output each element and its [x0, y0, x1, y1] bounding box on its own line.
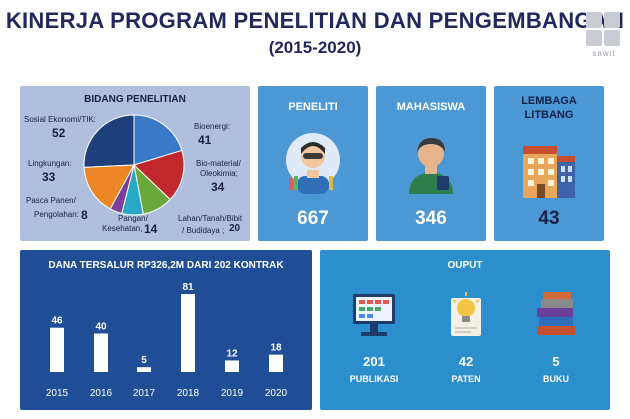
bar-value-2019: 12: [226, 348, 238, 359]
bar-2019: [225, 360, 239, 372]
buku-value: 5: [552, 354, 560, 369]
output-publikasi: 201 PUBLIKASI: [334, 286, 414, 406]
dana-title: DANA TERSALUR RP326,2M DARI 202 KONTRAK: [48, 260, 284, 271]
bar-2016: [94, 333, 108, 372]
bar-2015: [50, 327, 64, 372]
bar-value-2015: 46: [51, 316, 63, 327]
publikasi-label: PUBLIKASI: [349, 374, 399, 384]
bidang-penelitian-card: BIDANG PENELITIAN Sosial Ekonomi/TIK: 52…: [20, 86, 250, 241]
label-kesehatan: Kesehatan,: [102, 224, 143, 233]
bar-value-2017: 5: [141, 355, 147, 366]
value-bioenergi: 41: [198, 133, 212, 147]
student-icon: [409, 138, 453, 194]
bar-2020: [269, 354, 283, 372]
lembaga-card: LEMBAGA LITBANG 43: [494, 86, 604, 241]
bidang-title: BIDANG PENELITIAN: [84, 94, 186, 105]
bidang-pie-chart: [83, 114, 185, 216]
output-buku: 5 BUKU: [516, 286, 596, 406]
peneliti-card: PENELITI 667: [258, 86, 368, 241]
page-title: KINERJA PROGRAM PENELITIAN DAN PENGEMBAN…: [5, 8, 625, 33]
lembaga-label: LEMBAGA LITBANG: [494, 94, 604, 122]
publikasi-value: 201: [363, 354, 385, 369]
bar-2017: [137, 367, 151, 372]
mahasiswa-card: MAHASISWA 346: [376, 86, 486, 241]
label-lahan-1: Lahan/Tanah/Bibit: [178, 214, 243, 223]
output-card: OUPUT 201 PUBLIKASI 42 PATEN: [320, 250, 610, 410]
bar-value-2016: 40: [95, 321, 107, 332]
label-lingkungan: Lingkungan:: [28, 159, 72, 168]
value-sosial: 52: [52, 126, 66, 140]
value-lahan: 20: [229, 223, 241, 234]
x-tick-2018: 2018: [177, 388, 200, 399]
value-lingkungan: 33: [42, 170, 56, 184]
logo-text: sawit: [592, 49, 616, 58]
dana-card: DANA TERSALUR RP326,2M DARI 202 KONTRAK …: [20, 250, 312, 410]
x-tick-2020: 2020: [265, 388, 288, 399]
mahasiswa-value: 346: [415, 208, 447, 229]
value-pascapanen: 8: [81, 208, 88, 222]
computer-icon: [353, 294, 395, 336]
books-icon: [537, 292, 575, 335]
mahasiswa-label: MAHASISWA: [396, 101, 466, 113]
output-paten: 42 PATEN: [426, 286, 506, 406]
label-sosial: Sosial Ekonomi/TIK:: [24, 115, 97, 124]
bar-value-2020: 18: [270, 343, 282, 354]
building-icon: [523, 146, 575, 198]
pie-slice-lingkungan: [83, 164, 135, 210]
lembaga-label-line1: LEMBAGA: [521, 95, 577, 107]
label-pangan: Pangan/: [118, 214, 148, 223]
label-lahan-2: / Budidaya ;: [182, 226, 225, 235]
lightbulb-icon: [451, 292, 481, 336]
pie-slice-sosial-ekonomi-tik: [83, 114, 135, 168]
label-pascapanen-2: Pengolahan:: [34, 210, 79, 219]
label-biomaterial-2: Oleokimia;: [200, 169, 238, 178]
value-biomaterial: 34: [211, 180, 225, 194]
sawit-logo: sawit: [586, 12, 622, 60]
lembaga-label-line2: LITBANG: [524, 109, 574, 121]
paten-label: PATEN: [451, 374, 481, 384]
lembaga-value: 43: [538, 208, 560, 229]
label-bioenergi: Bioenergi:: [194, 122, 231, 131]
scientist-icon: [286, 133, 340, 194]
x-tick-2017: 2017: [133, 388, 156, 399]
pie-slice-bio-material-oleokimia: [133, 149, 185, 201]
peneliti-value: 667: [297, 208, 329, 229]
label-pascapanen-1: Pasca Panen/: [26, 196, 76, 205]
x-tick-2015: 2015: [46, 388, 69, 399]
peneliti-label: PENELITI: [288, 101, 338, 113]
x-tick-2016: 2016: [90, 388, 113, 399]
dana-bar-chart: 46 2015 40 2016 5 2017 81 2018 12 2019 18 2020: [46, 282, 288, 399]
bar-value-2018: 81: [182, 282, 194, 293]
value-kesehatan: 14: [144, 222, 158, 236]
x-tick-2019: 2019: [221, 388, 244, 399]
paten-value: 42: [458, 354, 474, 369]
label-biomaterial-1: Bio-material/: [196, 159, 241, 168]
buku-label: BUKU: [543, 374, 569, 384]
page-subtitle: (2015-2020): [268, 38, 362, 57]
output-title: OUPUT: [447, 260, 483, 271]
pie-slice-bioenergi: [133, 114, 183, 166]
bar-2018: [181, 294, 195, 372]
